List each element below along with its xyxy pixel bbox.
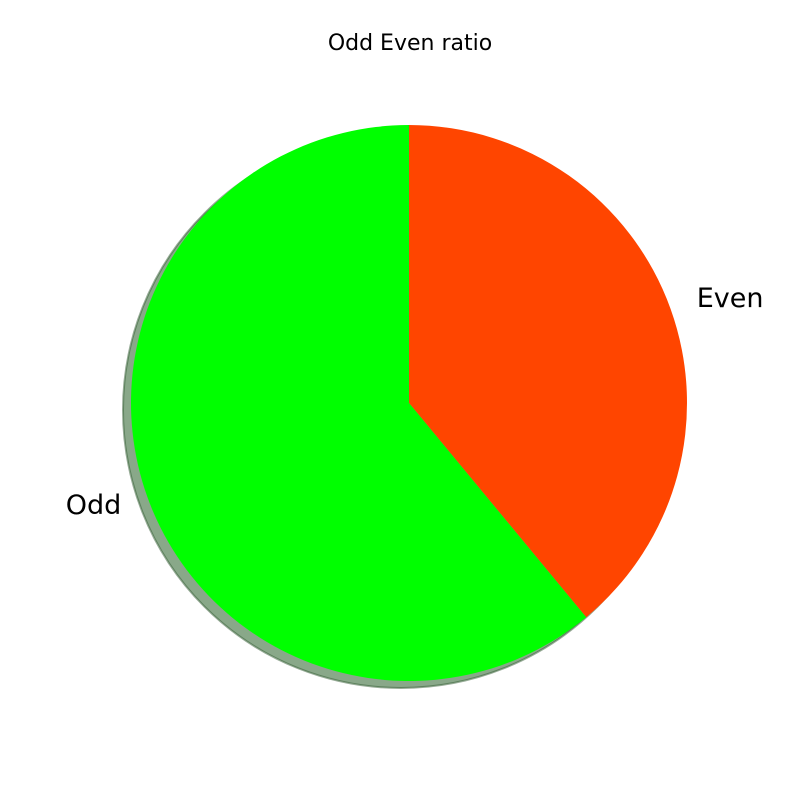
chart-title: Odd Even ratio (328, 31, 492, 56)
pie-slices (131, 125, 688, 681)
pie-label-odd: Odd (66, 490, 122, 521)
pie-label-even: Even (697, 283, 764, 314)
pie-slice-even (409, 125, 688, 618)
pie-labels: Even Odd (66, 283, 764, 521)
pie-slice-odd (131, 125, 587, 681)
